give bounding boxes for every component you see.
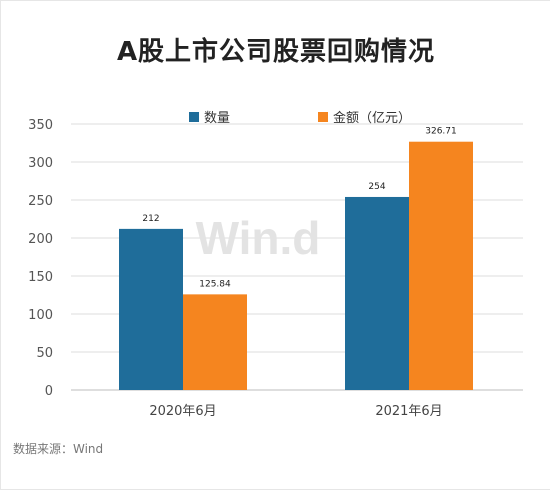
bar-data-label: 254: [368, 182, 385, 192]
chart-title: A股上市公司股票回购情况: [116, 37, 436, 67]
bars: 212 254 125.84 326.71: [119, 127, 473, 390]
y-tick-label: 200: [28, 232, 53, 247]
y-tick-label: 250: [28, 194, 53, 209]
x-axis-ticks: 2020年6月 2021年6月: [149, 404, 442, 419]
bar-data-label: 326.71: [425, 127, 457, 137]
y-tick-label: 50: [36, 346, 53, 361]
x-tick-label: 2020年6月: [149, 404, 216, 419]
y-tick-label: 0: [45, 384, 53, 399]
bar: [183, 294, 247, 390]
y-tick-label: 350: [28, 118, 53, 133]
y-tick-label: 100: [28, 308, 53, 323]
legend-label: 金额（亿元）: [333, 110, 411, 126]
data-source-note: 数据来源：Wind: [13, 442, 104, 456]
y-tick-label: 150: [28, 270, 53, 285]
bar-data-label: 125.84: [199, 279, 231, 289]
watermark: Win.d: [196, 212, 321, 264]
legend: 数量 金额（亿元）: [189, 110, 411, 126]
bar-data-label: 212: [142, 214, 159, 224]
legend-label: 数量: [204, 111, 230, 126]
bar: [345, 196, 409, 390]
legend-swatch: [189, 112, 199, 122]
bar: [409, 141, 473, 390]
y-tick-label: 300: [28, 156, 53, 171]
legend-swatch: [318, 112, 328, 122]
x-tick-label: 2021年6月: [375, 404, 442, 419]
y-axis-ticks: 0 50 100 150 200 250 300 350: [28, 118, 53, 399]
bar: [119, 228, 183, 390]
